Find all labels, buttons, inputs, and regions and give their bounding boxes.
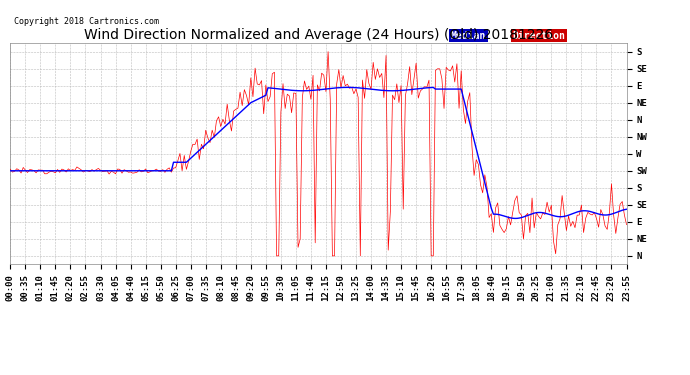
Text: Direction: Direction: [513, 31, 565, 41]
Title: Wind Direction Normalized and Average (24 Hours) (Old) 20181226: Wind Direction Normalized and Average (2…: [83, 28, 553, 42]
Text: Median: Median: [451, 31, 486, 41]
Text: Copyright 2018 Cartronics.com: Copyright 2018 Cartronics.com: [14, 17, 159, 26]
